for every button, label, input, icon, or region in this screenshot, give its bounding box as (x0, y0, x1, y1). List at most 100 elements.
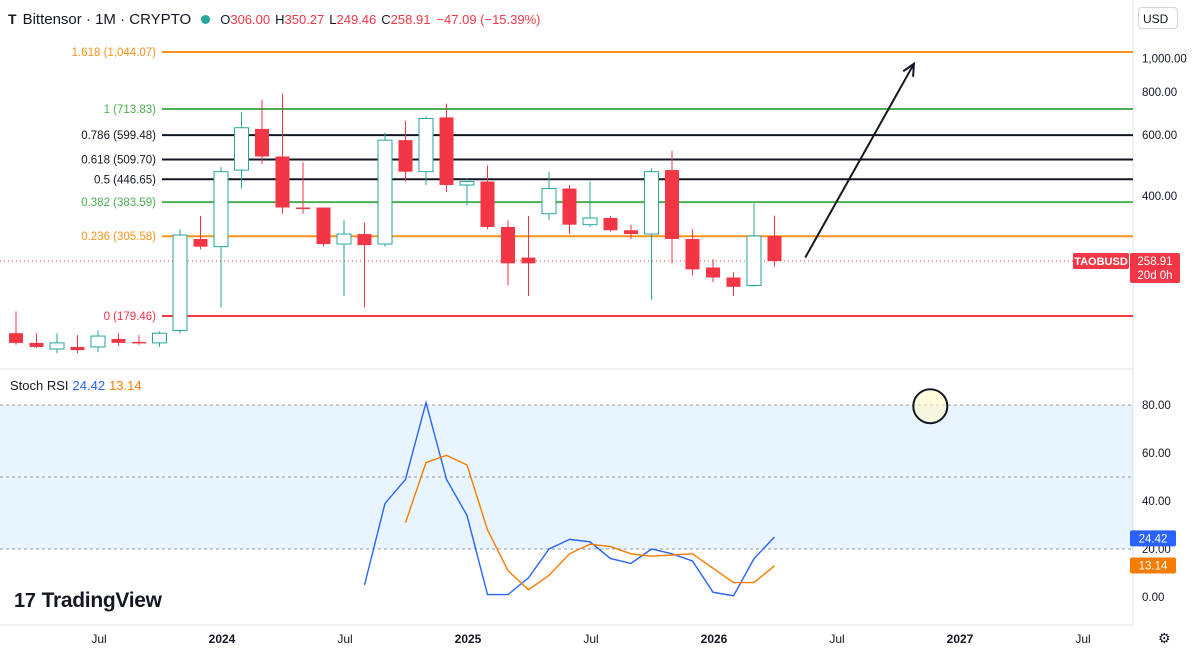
candle-body (172, 234, 188, 331)
candle-body (480, 181, 495, 227)
candle-body (418, 118, 434, 173)
tradingview-logo[interactable]: 17 TradingView (14, 589, 162, 613)
candle-body (49, 342, 65, 350)
fibonacci-levels: 1.618 (1,044.07) 1 (713.83) 0.786 (599.48)… (72, 47, 1133, 323)
gear-icon[interactable]: ⚙ (1158, 630, 1171, 646)
highlight-circle (912, 388, 949, 425)
candle-body (685, 238, 700, 270)
candle-body (296, 207, 310, 210)
candle-body (746, 235, 762, 286)
rsi-last-value-label: 24.42 (1139, 533, 1168, 545)
candle-body (459, 181, 475, 186)
high-value: 350.27 (284, 11, 325, 27)
candle-body (255, 128, 269, 157)
open-value: 306.00 (230, 11, 271, 27)
candle-body (275, 156, 290, 208)
rsi-tick-label: 40.00 (1142, 496, 1171, 508)
price-tick-label: 600.00 (1142, 130, 1177, 142)
rsi-tick-label: 0.00 (1142, 592, 1164, 604)
candle-body (29, 342, 44, 347)
candle-body (234, 127, 249, 171)
candle-body (562, 188, 577, 225)
tradingview-mark-icon: 17 (14, 589, 36, 612)
tradingview-wordmark: TradingView (41, 589, 162, 612)
low-label: L (329, 11, 337, 27)
candle-body (644, 171, 659, 235)
rsi-last-value-label: 13.14 (1139, 560, 1168, 572)
time-tick-label: Jul (829, 632, 844, 646)
candle-body (70, 346, 85, 351)
fib-level-label: 0.236 (305.58) (81, 231, 156, 243)
candle-body (665, 170, 679, 239)
price-tick-label: 800.00 (1142, 87, 1177, 99)
candle-body (90, 335, 106, 348)
candle-body (152, 332, 167, 344)
candle-body (541, 188, 557, 215)
bittensor-logo-icon: T (8, 11, 17, 27)
price-tick-label: 1,000.00 (1142, 53, 1187, 65)
candles (0, 93, 1133, 354)
candle-body (726, 277, 741, 287)
trend-arrow-line (804, 63, 915, 259)
candle-body (336, 233, 352, 245)
candle-body (132, 341, 146, 344)
symbol-title[interactable]: Bittensor · 1M · CRYPTO (22, 10, 192, 28)
market-status-icon (201, 14, 211, 24)
d-line-value: 13.14 (109, 378, 142, 393)
indicator-title: Stoch RSI (10, 378, 69, 393)
candle-body (582, 217, 598, 226)
stoch-d-line (404, 454, 775, 591)
last-price-badge (1130, 253, 1180, 284)
annotations (804, 61, 949, 425)
time-tick-label: Jul (337, 632, 352, 646)
candle-body (603, 218, 618, 231)
symbol-badge (1073, 253, 1129, 270)
chart-header: T Bittensor · 1M · CRYPTO O 306.00 H 350.2… (8, 8, 543, 30)
candle-body (767, 235, 782, 262)
rsi-tick-label: 80.00 (1142, 400, 1171, 412)
axes: 80.00 60.00 40.00 20.00 0.00 24.42 13.14 400.00… (91, 53, 1186, 646)
stoch-rsi-legend[interactable]: Stoch RSI 24.42 13.14 (10, 378, 142, 393)
rsi-tick-label: 20.00 (1142, 544, 1171, 556)
fib-level-label: 1 (713.83) (104, 104, 157, 116)
fib-level-label: 0.618 (509.70) (81, 155, 156, 167)
fib-level-label: 0.382 (383.59) (81, 197, 156, 209)
low-value: 249.46 (336, 11, 377, 27)
candle-body (398, 140, 413, 172)
k-line-value: 24.42 (72, 378, 106, 393)
close-value: 258.91 (390, 11, 431, 27)
candle-body (624, 230, 638, 235)
arrow-head-icon (902, 61, 916, 77)
fib-level-label: 0.786 (599.48) (81, 130, 156, 142)
high-label: H (275, 11, 285, 27)
candle-body (213, 171, 229, 248)
price-tick-label: 400.00 (1142, 191, 1177, 203)
change-value: −47.09 (−15.39%) (436, 11, 541, 27)
close-label: C (381, 11, 391, 27)
symbol-badge-label: TAOBUSD (1074, 256, 1128, 268)
time-tick-label: 2026 (701, 632, 728, 646)
candle-body (501, 226, 515, 264)
fib-level-label: 0.5 (446.65) (94, 174, 156, 186)
last-price-value: 258.91 (1137, 256, 1172, 268)
open-label: O (220, 11, 231, 27)
candle-body (193, 238, 208, 247)
candle-body (521, 257, 536, 264)
rsi-tick-label: 60.00 (1142, 448, 1171, 460)
time-tick-label: Jul (91, 632, 106, 646)
fib-level-label: 1.618 (1,044.07) (72, 47, 157, 59)
candle-countdown: 20d 0h (1137, 270, 1172, 282)
candle-body (316, 207, 331, 245)
rsi-last-value-badge (1130, 557, 1176, 574)
candle-body (357, 234, 372, 246)
time-tick-label: 2027 (947, 632, 974, 646)
time-tick-label: 2025 (455, 632, 482, 646)
time-tick-label: Jul (1075, 632, 1090, 646)
currency-selector[interactable]: USD (1138, 7, 1178, 29)
candle-body (706, 267, 720, 278)
candle-body (111, 338, 126, 343)
fib-level-label: 0 (179.46) (104, 311, 157, 323)
candle-body (9, 333, 23, 343)
rsi-last-value-badge (1130, 530, 1176, 547)
